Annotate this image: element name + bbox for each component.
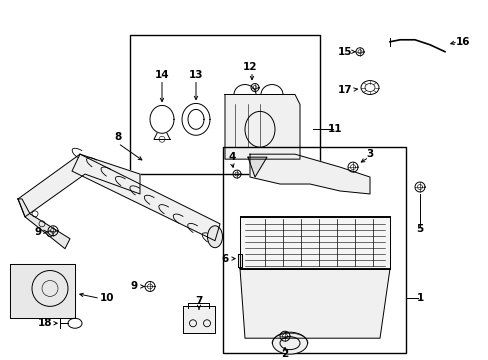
Polygon shape — [240, 217, 389, 269]
Polygon shape — [183, 306, 215, 333]
Polygon shape — [238, 254, 242, 266]
Text: 11: 11 — [327, 124, 342, 134]
Text: 9: 9 — [34, 227, 41, 237]
Text: 2: 2 — [281, 349, 288, 359]
Text: 12: 12 — [242, 62, 257, 72]
Polygon shape — [240, 269, 389, 338]
Polygon shape — [247, 157, 266, 177]
Polygon shape — [18, 199, 70, 249]
Ellipse shape — [207, 226, 222, 248]
Polygon shape — [72, 154, 220, 241]
Text: 14: 14 — [154, 69, 169, 80]
Text: 9: 9 — [130, 282, 137, 292]
Polygon shape — [249, 154, 369, 194]
Polygon shape — [10, 264, 75, 318]
Text: 7: 7 — [195, 296, 202, 306]
Text: 4: 4 — [228, 152, 235, 162]
Text: 1: 1 — [415, 293, 423, 303]
Text: 13: 13 — [188, 69, 203, 80]
Text: 15: 15 — [337, 47, 351, 57]
Text: 6: 6 — [221, 253, 228, 264]
Text: 3: 3 — [366, 149, 373, 159]
Bar — [130, 35, 319, 174]
Ellipse shape — [272, 332, 307, 354]
Text: 5: 5 — [415, 224, 423, 234]
Text: 17: 17 — [337, 85, 351, 95]
Polygon shape — [224, 94, 299, 159]
Polygon shape — [18, 154, 140, 217]
Text: 10: 10 — [100, 293, 114, 303]
Text: 18: 18 — [38, 318, 52, 328]
Text: 16: 16 — [455, 37, 469, 47]
Bar — [223, 147, 405, 353]
Text: 8: 8 — [114, 132, 122, 142]
